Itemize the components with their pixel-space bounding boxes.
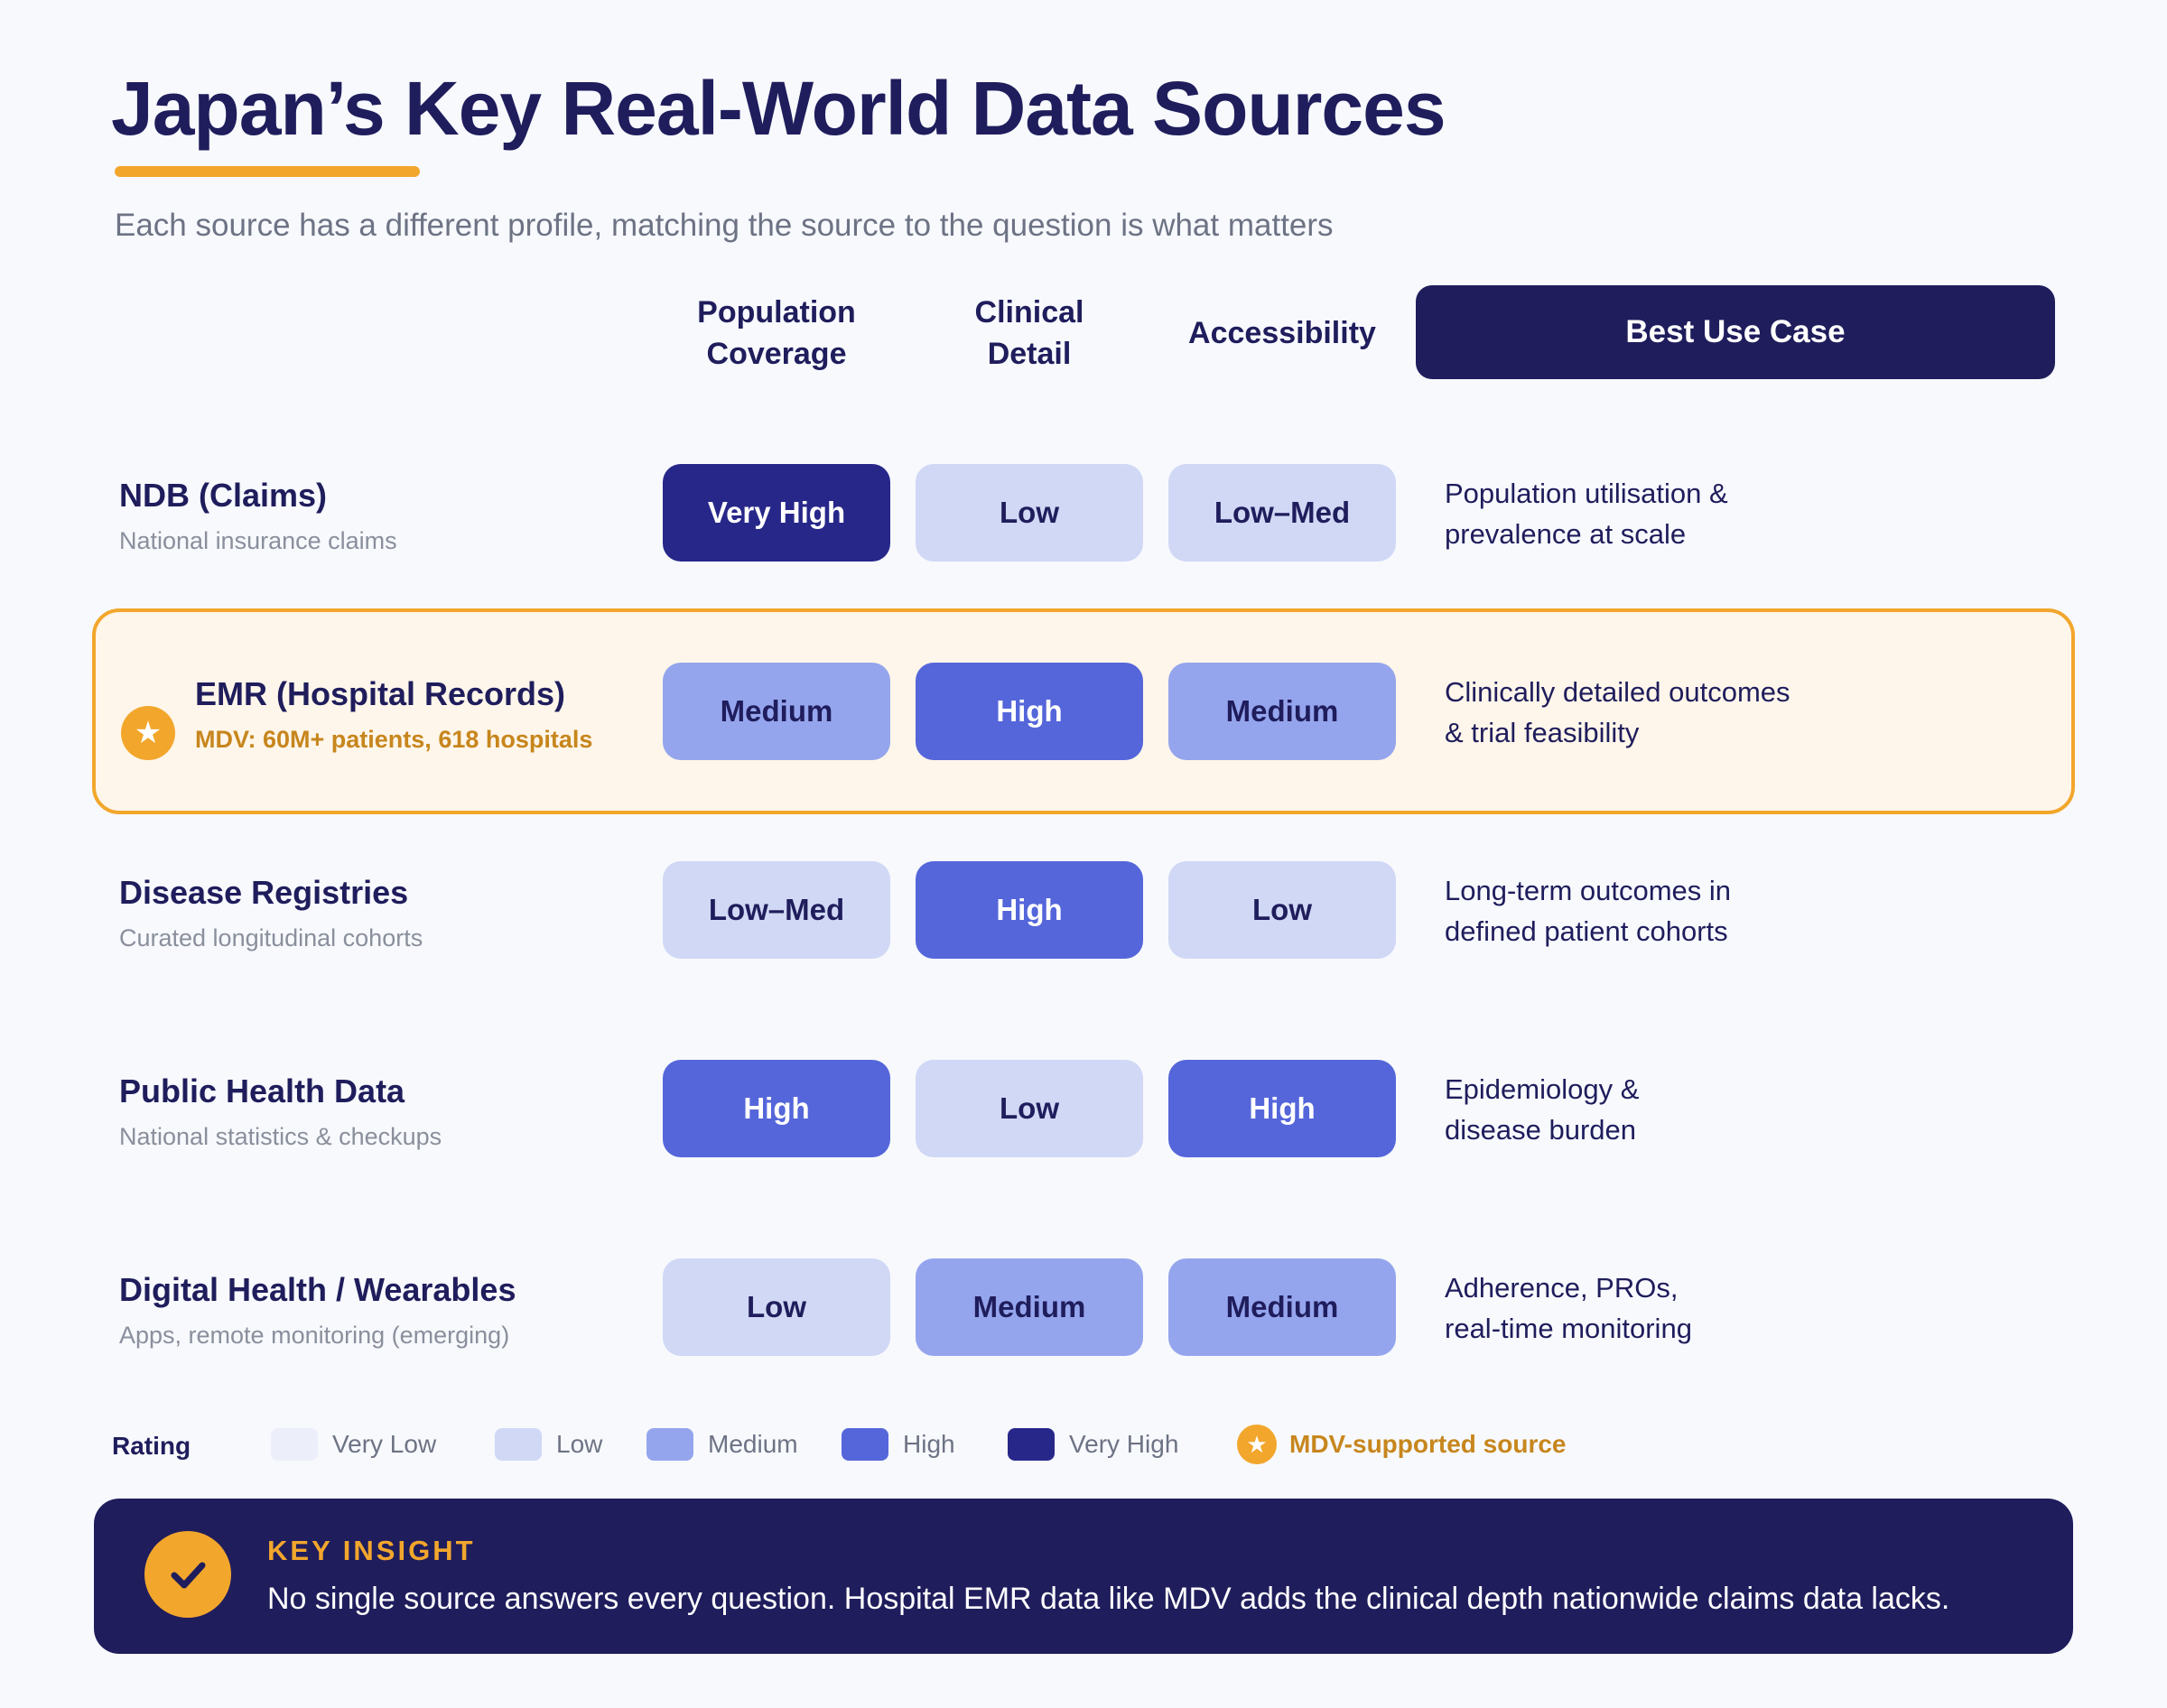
rating-accessibility: Low [1168, 861, 1396, 959]
legend-label: High [903, 1430, 955, 1458]
rating-population-coverage: Low [663, 1258, 890, 1356]
title-underline [115, 166, 420, 177]
page-subtitle: Each source has a different profile, mat… [115, 208, 1334, 243]
legend-item-low: Low [495, 1426, 602, 1462]
page-title: Japan’s Key Real-World Data Sources [111, 66, 1446, 151]
rating-clinical-detail: High [916, 663, 1143, 760]
legend-title: Rating [112, 1432, 191, 1460]
source-row-emr: ★ EMR (Hospital Records) MDV: 60M+ patie… [0, 663, 2167, 762]
column-header-best-use-case: Best Use Case [1416, 285, 2055, 379]
source-description: National insurance claims [119, 527, 397, 554]
legend-label: Medium [708, 1430, 798, 1458]
rating-clinical-detail: Low [916, 1060, 1143, 1157]
rating-population-coverage: Very High [663, 464, 890, 562]
legend-swatch [1008, 1428, 1055, 1461]
key-insight-label: KEY INSIGHT [267, 1535, 476, 1566]
source-name: Digital Health / Wearables [119, 1271, 516, 1308]
check-icon [144, 1531, 231, 1618]
source-row-public-health: Public Health Data National statistics &… [0, 1060, 2167, 1159]
legend-item-mdv: ★ MDV-supported source [1237, 1425, 1567, 1464]
rating-clinical-detail: High [916, 861, 1143, 959]
legend-mdv-label: MDV-supported source [1289, 1430, 1567, 1458]
legend-swatch [646, 1428, 693, 1461]
key-insight-text: No single source answers every question.… [267, 1582, 1950, 1616]
column-header-clinical-detail: Clinical Detail [974, 295, 1084, 371]
legend-item-very-high: Very High [1008, 1426, 1178, 1462]
source-row-ndb: NDB (Claims) National insurance claims V… [0, 464, 2167, 563]
column-header-population-coverage: Population Coverage [697, 295, 856, 371]
legend-item-high: High [842, 1426, 955, 1462]
source-row-registries: Disease Registries Curated longitudinal … [0, 861, 2167, 961]
source-description: National statistics & checkups [119, 1123, 442, 1150]
rating-clinical-detail: Low [916, 464, 1143, 562]
legend-label: Very Low [332, 1430, 437, 1458]
rating-accessibility: Low–Med [1168, 464, 1396, 562]
column-header-accessibility: Accessibility [1188, 316, 1376, 350]
best-use-case: Adherence, PROs, real-time monitoring [1445, 1272, 1692, 1344]
key-insight-banner: KEY INSIGHT No single source answers eve… [94, 1499, 2073, 1654]
rating-population-coverage: High [663, 1060, 890, 1157]
legend-swatch [842, 1428, 888, 1461]
legend-label: Low [556, 1430, 603, 1458]
best-use-case: Population utilisation & prevalence at s… [1445, 478, 1728, 550]
rating-accessibility: High [1168, 1060, 1396, 1157]
source-description: Curated longitudinal cohorts [119, 924, 423, 951]
source-name: EMR (Hospital Records) [195, 675, 566, 712]
legend-swatch [271, 1428, 318, 1461]
best-use-case: Epidemiology & disease burden [1445, 1073, 1640, 1146]
star-icon: ★ [121, 706, 175, 760]
star-icon: ★ [1237, 1425, 1277, 1464]
legend-swatch [495, 1428, 542, 1461]
source-description: Apps, remote monitoring (emerging) [119, 1322, 510, 1349]
source-row-digital-health: Digital Health / Wearables Apps, remote … [0, 1258, 2167, 1358]
legend-item-medium: Medium [646, 1426, 798, 1462]
best-use-case: Clinically detailed outcomes & trial fea… [1445, 676, 1790, 748]
source-name: Public Health Data [119, 1072, 405, 1109]
best-use-case: Long-term outcomes in defined patient co… [1445, 875, 1732, 947]
rating-accessibility: Medium [1168, 663, 1396, 760]
legend-label: Very High [1069, 1430, 1179, 1458]
rating-population-coverage: Low–Med [663, 861, 890, 959]
source-name: NDB (Claims) [119, 477, 328, 514]
legend-item-very-low: Very Low [271, 1426, 436, 1462]
source-name: Disease Registries [119, 874, 409, 911]
rating-clinical-detail: Medium [916, 1258, 1143, 1356]
rating-accessibility: Medium [1168, 1258, 1396, 1356]
rating-population-coverage: Medium [663, 663, 890, 760]
source-description: MDV: 60M+ patients, 618 hospitals [195, 726, 593, 753]
